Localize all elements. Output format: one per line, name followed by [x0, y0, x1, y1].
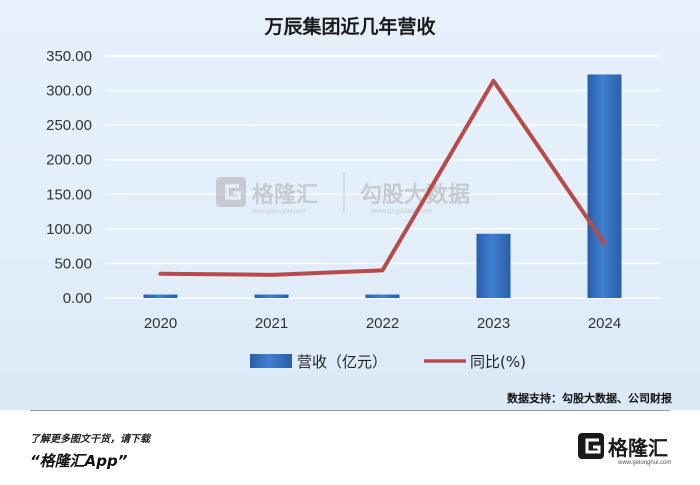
watermark-brand-right: 勾股大数据 — [360, 182, 470, 208]
x-tick-label: 2020 — [144, 315, 177, 332]
revenue-bars — [143, 74, 622, 298]
watermark-domain-right: www.gogudata.com — [370, 208, 432, 215]
watermark: 格隆汇 www.gelonghui.com 勾股大数据 www.gogudata… — [216, 172, 470, 215]
legend: 营收（亿元） 同比(%) — [250, 353, 526, 371]
y-tick-label: 300.00 — [46, 83, 92, 100]
source-note: 数据支持：勾股大数据、公司财报 — [507, 391, 673, 405]
y-tick-label: 150.00 — [46, 186, 92, 203]
x-tick-label: 2022 — [366, 315, 399, 332]
revenue-bar-2020 — [143, 294, 178, 298]
y-axis-ticks: 0.00 50.00 100.00 150.00 200.00 250.00 300.00 3… — [46, 48, 92, 307]
logo-name: 格隆汇 — [608, 436, 668, 460]
revenue-bar-2022 — [365, 294, 400, 298]
x-tick-label: 2023 — [477, 315, 510, 332]
y-tick-label: 100.00 — [46, 221, 92, 238]
footer-download-note: 了解更多图文干货，请下载 — [30, 434, 150, 445]
y-tick-label: 200.00 — [46, 152, 92, 169]
revenue-chart: 万辰集团近几年营收 0.00 50.00 100.00 150.00 200.00 250… — [46, 15, 673, 405]
y-tick-label: 0.00 — [63, 290, 92, 307]
revenue-bar-2021 — [254, 294, 289, 298]
y-tick-label: 50.00 — [54, 255, 92, 272]
logo-domain: www.gelonghui.com — [617, 460, 671, 466]
legend-label-revenue: 营收（亿元） — [297, 353, 387, 371]
footer: 了解更多图文干货，请下载 “格隆汇App” 格隆汇 www.gelonghui.… — [0, 410, 700, 485]
x-axis-ticks: 2020 2021 2022 2023 2024 — [144, 315, 621, 332]
chart-title: 万辰集团近几年营收 — [263, 15, 435, 38]
x-tick-label: 2024 — [588, 315, 621, 332]
yoy-line — [158, 78, 607, 277]
x-tick-label: 2021 — [255, 315, 288, 332]
revenue-bar-2023 — [476, 233, 511, 298]
revenue-bar-2024 — [587, 74, 622, 298]
grid-lines — [105, 55, 660, 299]
footer-app-slogan: “格隆汇App” — [30, 452, 128, 470]
y-tick-label: 250.00 — [46, 117, 92, 134]
footer-divider — [30, 410, 670, 411]
legend-swatch-revenue — [250, 354, 292, 368]
chart-area: 万辰集团近几年营收 0.00 50.00 100.00 150.00 200.00 250… — [0, 0, 700, 410]
watermark-logo-icon — [216, 177, 246, 207]
gelonghui-logo: 格隆汇 www.gelonghui.com — [578, 433, 671, 466]
y-tick-label: 350.00 — [46, 48, 92, 65]
gelonghui-logo-icon — [578, 433, 604, 459]
watermark-brand-left: 格隆汇 — [252, 182, 318, 208]
watermark-domain-left: www.gelonghui.com — [251, 209, 305, 215]
legend-label-yoy: 同比(%) — [470, 353, 526, 371]
